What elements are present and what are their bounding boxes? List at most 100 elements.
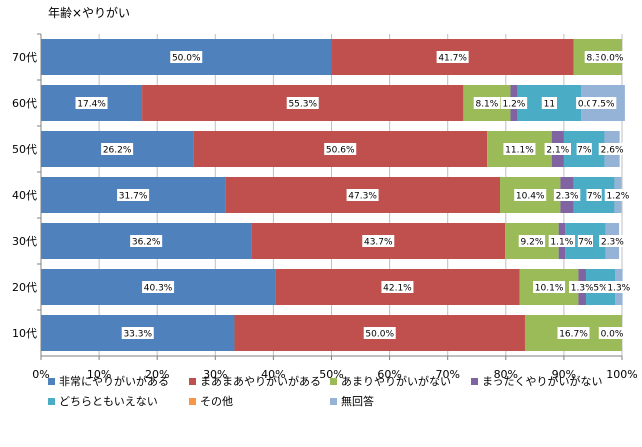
data-label: 5% xyxy=(593,284,608,294)
legend: 非常にやりがいがある まあまあやりがいがある あまりやりがいがない まったくやりがいが… xyxy=(48,374,603,408)
x-tick-label: 70% xyxy=(435,368,459,381)
data-label: 10.1% xyxy=(535,284,564,294)
data-label-box xyxy=(589,97,617,109)
data-label: 1.2% xyxy=(502,100,525,110)
data-label-box xyxy=(117,189,150,201)
data-label: 1.1% xyxy=(550,238,573,248)
x-tick-label: 10% xyxy=(87,368,111,381)
data-label-box xyxy=(599,235,626,247)
data-label-box xyxy=(362,235,395,247)
data-label: 36.2% xyxy=(132,238,161,248)
data-label-box xyxy=(576,143,592,155)
data-label: 16.7% xyxy=(559,330,588,340)
x-tick-label: 20% xyxy=(145,368,169,381)
data-label-box xyxy=(130,235,163,247)
data-label-box xyxy=(553,189,581,201)
x-tick-label: 40% xyxy=(261,368,285,381)
data-label-box xyxy=(142,281,175,293)
data-label: 10.4% xyxy=(516,192,545,202)
x-tick-label: 30% xyxy=(203,368,227,381)
x-tick-label: 0% xyxy=(32,368,49,381)
data-label: 47.3% xyxy=(348,192,377,202)
legend-swatch xyxy=(189,398,196,405)
data-label-box xyxy=(533,281,566,293)
legend-swatch xyxy=(189,378,196,385)
data-label: 7% xyxy=(577,146,592,156)
chart-title: 年齢×やりがい xyxy=(48,5,130,20)
data-label-box xyxy=(569,281,596,293)
x-tick-label: 100% xyxy=(606,368,637,381)
axes: 0% 10% 20% 30% 40% 50% 60% 70% 80% 90% 100% 70代 60代 5… xyxy=(12,33,638,381)
x-tick-label: 50% xyxy=(319,368,343,381)
data-label: 43.7% xyxy=(364,238,393,248)
data-label-box xyxy=(346,189,379,201)
data-label-box xyxy=(598,51,626,63)
data-label-box xyxy=(514,189,547,201)
data-label: 8.1% xyxy=(475,100,498,110)
data-label: 2.6% xyxy=(601,146,624,156)
y-tick-label: 30代 xyxy=(12,235,37,248)
legend-label: 非常にやりがいがある xyxy=(59,374,169,388)
data-label-box xyxy=(436,51,469,63)
data-label-box xyxy=(557,327,590,339)
legend-swatch xyxy=(48,378,55,385)
data-label-box xyxy=(592,281,609,293)
data-label: 41.7% xyxy=(438,54,467,64)
legend-label: どちらともいえない xyxy=(59,395,158,408)
x-tick-label: 90% xyxy=(552,368,576,381)
data-label: 11.1% xyxy=(505,146,534,156)
data-label-box xyxy=(586,189,602,201)
legend-label: まったくやりがいがない xyxy=(482,374,603,388)
data-label: 7.5% xyxy=(592,100,615,110)
data-label: 26.2% xyxy=(103,146,132,156)
x-tick-label: 60% xyxy=(377,368,401,381)
y-tick-label: 40代 xyxy=(12,189,37,202)
y-tick-label: 20代 xyxy=(12,281,37,294)
data-label-box xyxy=(604,189,632,201)
data-label: 11 xyxy=(544,100,555,110)
data-labels: 50.0% 41.7% 8.3%0.0%17.4% 55.3% 8.1% 1.2% 11 0.… xyxy=(75,51,633,340)
legend-swatch xyxy=(330,398,337,405)
data-label-box xyxy=(500,97,528,109)
data-label: 1.2% xyxy=(606,192,629,202)
data-label-box xyxy=(598,327,626,339)
data-label-box xyxy=(518,235,546,247)
legend-label: まあまあやりがいがある xyxy=(200,374,321,388)
data-label-box xyxy=(598,143,626,155)
data-label: 0.0% xyxy=(601,330,624,340)
data-label: 31.7% xyxy=(119,192,148,202)
data-label: 50.0% xyxy=(172,54,201,64)
y-tick-label: 10代 xyxy=(12,327,37,340)
data-label-box xyxy=(541,97,557,109)
legend-swatch xyxy=(48,398,55,405)
data-label: 0.0% xyxy=(601,54,624,64)
data-label-box xyxy=(324,143,357,155)
data-label-box xyxy=(170,51,203,63)
data-label-box xyxy=(381,281,414,293)
data-label: 55.3% xyxy=(288,100,317,110)
data-label-box xyxy=(605,281,633,293)
y-tick-label: 50代 xyxy=(12,143,37,156)
data-label: 0.0% xyxy=(578,100,601,110)
data-label-box xyxy=(101,143,134,155)
data-label: 2.1% xyxy=(546,146,569,156)
data-label-box xyxy=(286,97,319,109)
data-label-box xyxy=(544,143,571,155)
legend-label: あまりやりがいがない xyxy=(341,374,451,388)
legend-label: その他 xyxy=(200,395,233,408)
data-label: 2.3% xyxy=(601,238,624,248)
data-label-box xyxy=(548,235,576,247)
data-label-box xyxy=(121,327,154,339)
legend-label: 無回答 xyxy=(341,394,374,408)
data-label: 33.3% xyxy=(123,330,152,340)
data-label: 17.4% xyxy=(77,100,106,110)
data-label: 8.3% xyxy=(586,54,609,64)
data-label: 42.1% xyxy=(383,284,412,294)
data-label-box xyxy=(577,235,593,247)
x-tick-label: 80% xyxy=(494,368,518,381)
data-label-box xyxy=(503,143,536,155)
data-label: 2.3% xyxy=(556,192,579,202)
data-label-box xyxy=(473,97,501,109)
